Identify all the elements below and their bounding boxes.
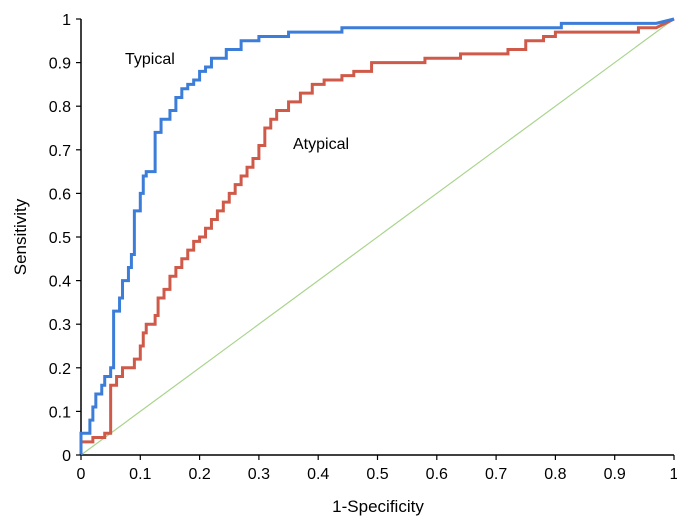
y-tick-label: 0.4 (49, 274, 71, 291)
y-tick-label: 0.7 (49, 143, 71, 160)
typical-roc-line (79, 17, 675, 455)
y-tick-label: 0.1 (49, 404, 71, 421)
y-tick-label: 0.3 (49, 317, 71, 334)
y-tick-label: 0.8 (49, 99, 71, 116)
x-tick-label: 1 (670, 466, 677, 483)
x-axis-ticks: 0 0.1 0.2 0.3 0.4 0.5 0.6 0.7 0.8 0.9 1 (77, 455, 677, 483)
y-tick-label: 0 (62, 448, 71, 465)
x-tick-label: 0.9 (604, 466, 626, 483)
x-tick-label: 0.1 (129, 466, 151, 483)
y-tick-label: 0.6 (49, 186, 71, 203)
x-tick-label: 0.6 (426, 466, 448, 483)
x-tick-label: 0 (77, 466, 86, 483)
x-tick-label: 0.5 (366, 466, 388, 483)
y-axis-ticks: 0 0.1 0.2 0.3 0.4 0.5 0.6 0.7 0.8 0.9 1 (49, 12, 81, 465)
x-tick-label: 0.2 (188, 466, 210, 483)
y-axis-title: Sensitivity (11, 198, 30, 275)
plot-area (79, 17, 675, 456)
x-tick-label: 0.7 (485, 466, 507, 483)
x-tick-label: 0.4 (307, 466, 329, 483)
x-axis-title: 1-Specificity (332, 497, 424, 516)
x-tick-label: 0.3 (248, 466, 270, 483)
atypical-series-label: Atypical (293, 136, 349, 153)
y-tick-label: 0.2 (49, 361, 71, 378)
atypical-roc-line (79, 17, 675, 455)
x-tick-label: 0.8 (544, 466, 566, 483)
y-tick-label: 0.5 (49, 230, 71, 247)
y-tick-label: 1 (62, 12, 71, 29)
typical-series-label: Typical (125, 51, 175, 68)
reference-roc-line (80, 18, 675, 456)
y-tick-label: 0.9 (49, 56, 71, 73)
